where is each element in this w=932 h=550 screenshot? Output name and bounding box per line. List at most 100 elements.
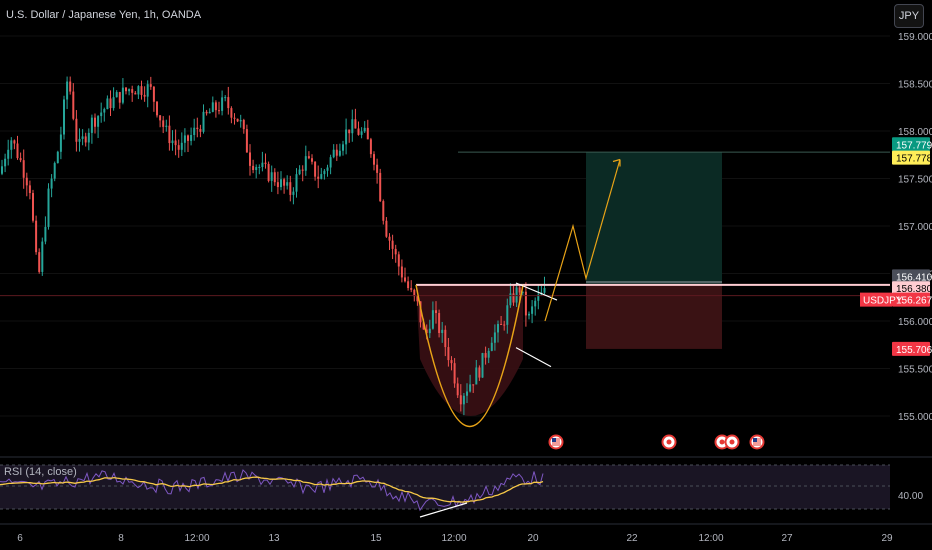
rsi-line (0, 469, 544, 512)
candle-body (298, 169, 301, 175)
candle-body (78, 138, 81, 142)
candle-body (94, 117, 96, 127)
candle-body (1, 166, 3, 174)
candle-body (286, 182, 289, 186)
time-tick-label: 6 (17, 533, 23, 544)
candle-body (506, 305, 509, 325)
candle-body (236, 118, 239, 122)
handle-line-top (515, 282, 558, 301)
candle-body (345, 129, 348, 145)
candle-body (177, 145, 180, 150)
candle-body (351, 119, 354, 134)
candle-body (391, 240, 394, 249)
candle-body (97, 116, 100, 127)
candle-body (227, 97, 230, 109)
candle-body (146, 84, 149, 97)
candle-body (304, 156, 307, 171)
candle-body (10, 140, 13, 150)
candle-body (264, 162, 267, 164)
candle-body (373, 154, 375, 165)
candle-body (66, 81, 69, 100)
us-flag-canton (753, 438, 757, 442)
candle-body (366, 127, 369, 140)
candle-body (90, 117, 93, 133)
candle-body (301, 169, 304, 171)
position-zones (416, 151, 890, 416)
symbol-label-bg (860, 292, 892, 307)
price-label-text: 156.410 (896, 272, 932, 283)
candle-body (233, 117, 236, 119)
candle-body (407, 281, 410, 289)
candle-body (239, 120, 242, 122)
candle-body (425, 329, 428, 334)
candle-body (103, 109, 106, 113)
time-tick-label: 29 (881, 533, 893, 544)
currency-button[interactable]: JPY (894, 4, 924, 28)
rsi-tick-label: 40.00 (898, 491, 923, 502)
candle-body (490, 342, 493, 351)
handle-line-bottom (515, 347, 552, 368)
time-tick-label: 22 (626, 533, 638, 544)
candle-body (456, 383, 459, 396)
candle-body (41, 241, 44, 272)
candle-body (87, 132, 90, 143)
candle-body (128, 89, 131, 92)
candle-body (165, 125, 168, 127)
price-tick-label: 158.500 (898, 80, 932, 91)
candle-body (450, 360, 453, 364)
target-zone (586, 152, 722, 285)
candle-body (438, 313, 441, 333)
candle-body (335, 149, 338, 156)
candle-body (63, 99, 65, 135)
candle-body (25, 177, 28, 186)
candle-body (478, 367, 481, 378)
candle-body (537, 294, 540, 301)
candle-body (515, 287, 518, 303)
candle-body (379, 172, 382, 202)
time-tick-label: 12:00 (441, 533, 466, 544)
candle-body (326, 167, 329, 171)
event-markers[interactable] (548, 434, 765, 450)
candle-body (245, 129, 248, 153)
rsi-ma-line (0, 476, 544, 503)
candle-body (28, 185, 31, 194)
candle-body (394, 248, 397, 255)
candle-series (1, 76, 546, 416)
candle-body (211, 102, 214, 112)
candle-body (59, 134, 62, 152)
candle-body (32, 193, 34, 221)
candle-body (500, 324, 503, 326)
candle-body (292, 191, 295, 195)
candle-body (376, 164, 379, 173)
candle-body (528, 313, 530, 316)
candle-body (410, 288, 413, 290)
time-tick-label: 12:00 (698, 533, 723, 544)
candle-body (193, 127, 196, 136)
jp-flag-dot (666, 439, 672, 445)
candle-body (280, 179, 282, 188)
candle-body (419, 301, 422, 323)
price-tick-label: 157.500 (898, 175, 932, 186)
candle-body (149, 84, 152, 87)
price-label-text: 156.267 (896, 296, 932, 307)
candle-body (354, 119, 357, 129)
drawings (0, 158, 890, 427)
candle-body (484, 353, 487, 358)
candle-body (382, 201, 385, 221)
cup-curve (415, 284, 524, 427)
candle-body (134, 92, 137, 95)
candle-body (503, 324, 506, 326)
candle-body (56, 151, 59, 164)
candle-body (125, 87, 127, 92)
candle-body (121, 87, 124, 103)
candle-body (360, 131, 363, 135)
candle-body (332, 149, 335, 158)
candle-body (524, 291, 527, 316)
candle-body (261, 162, 264, 167)
candle-body (159, 115, 162, 121)
price-label-text: 157.779 (896, 140, 932, 151)
price-tick-label: 155.500 (898, 365, 932, 376)
candle-body (388, 236, 391, 241)
candle-body (22, 160, 25, 178)
